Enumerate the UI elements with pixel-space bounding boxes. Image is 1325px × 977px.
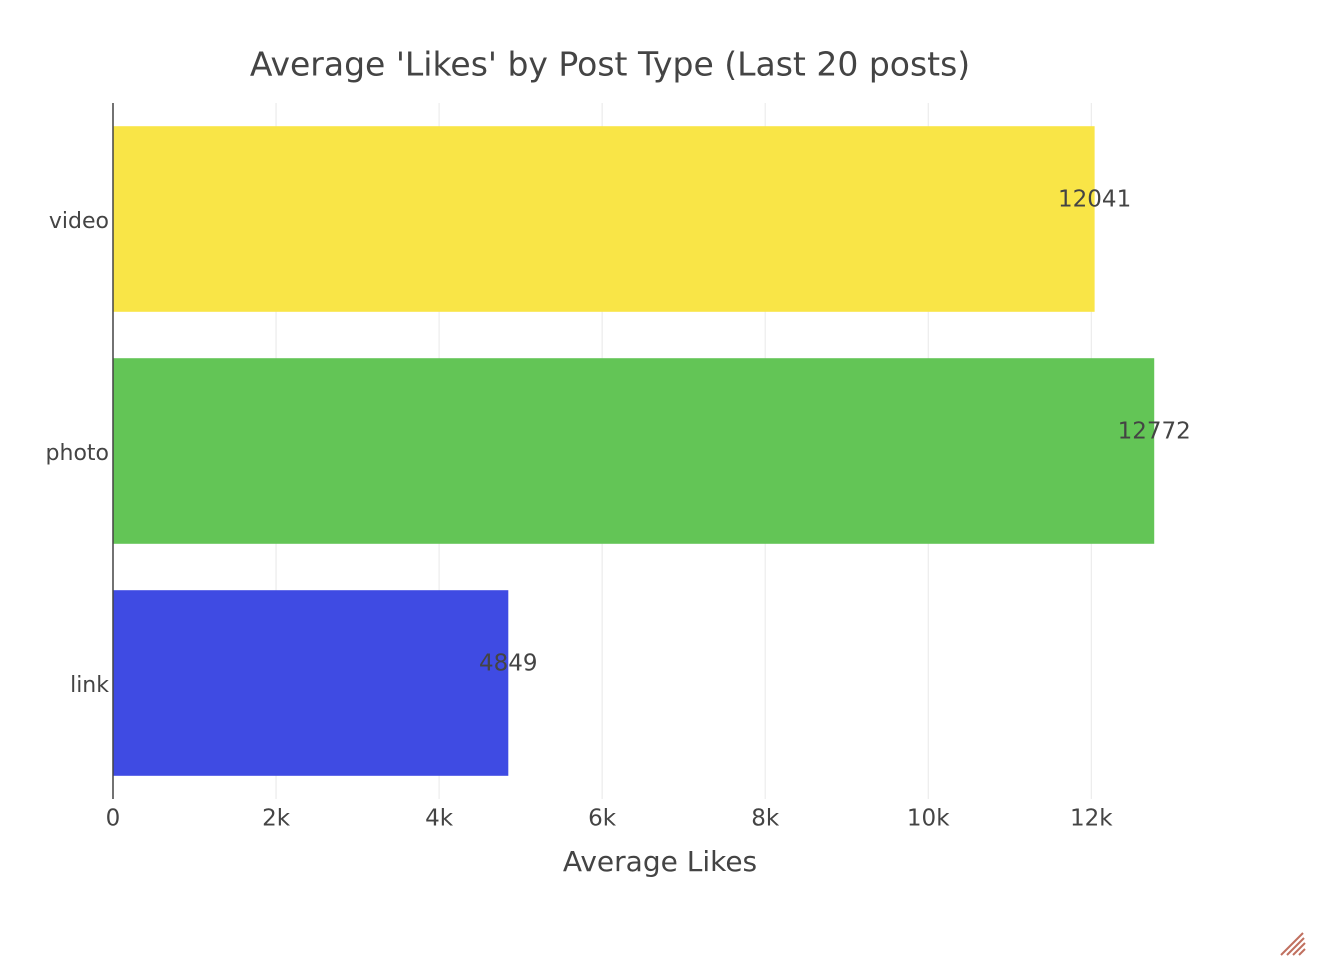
bar (113, 358, 1155, 544)
logo (1280, 932, 1306, 956)
bar (113, 126, 1095, 312)
x-tick-label: 4k (425, 806, 454, 832)
x-tick-label: 2k (262, 806, 291, 832)
value-label: 4849 (479, 651, 538, 677)
chart-title: Average 'Likes' by Post Type (Last 20 po… (250, 45, 970, 84)
value-label: 12772 (1118, 419, 1191, 445)
x-axis-title: Average Likes (563, 845, 757, 878)
value-label: 12041 (1058, 187, 1131, 213)
bar (113, 590, 509, 776)
x-tick-label: 6k (588, 806, 617, 832)
y-tick-label: link (70, 673, 109, 698)
y-tick-label: video (49, 209, 109, 234)
x-tick-label: 8k (751, 806, 780, 832)
x-tick-label: 12k (1070, 806, 1113, 832)
y-tick-label: photo (46, 441, 109, 466)
x-tick-label: 10k (907, 806, 950, 832)
x-tick-label: 0 (106, 806, 121, 832)
